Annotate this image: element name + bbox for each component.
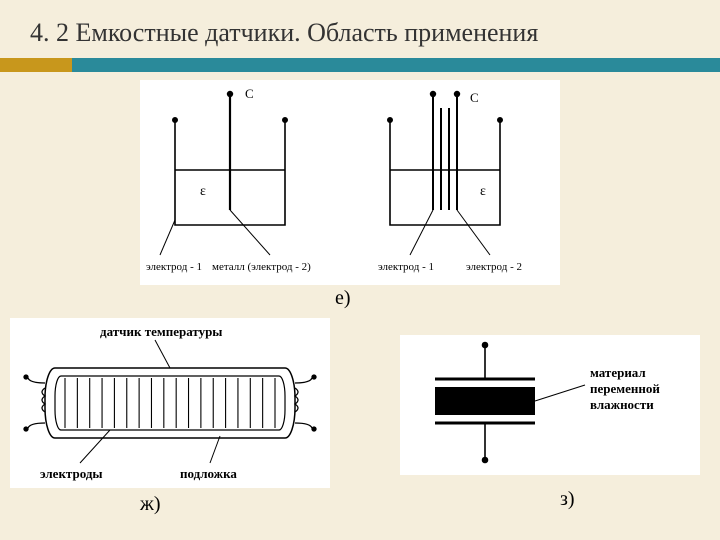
figure-area: C ε электрод - 1 металл (электрод - 2) xyxy=(0,80,720,530)
figure-z-label1: материал xyxy=(590,365,646,380)
figure-e-left-eps: ε xyxy=(200,184,206,199)
figure-e-left-callout2: металл (электрод - 2) xyxy=(212,261,311,273)
figure-e-sublabel: е) xyxy=(335,287,351,310)
figure-e-right-callout1: электрод - 1 xyxy=(378,261,434,273)
figure-e-right-eps: ε xyxy=(480,184,486,199)
figure-e-svg: C ε электрод - 1 металл (электрод - 2) xyxy=(140,80,560,285)
figure-e-left-C: C xyxy=(245,86,254,101)
figure-z-label2: переменной xyxy=(590,381,660,396)
figure-zh-toplabel: датчик температуры xyxy=(100,324,222,339)
figure-e-left-callout1: электрод - 1 xyxy=(146,261,202,273)
figure-z-label3: влажности xyxy=(590,397,654,412)
figure-zh-sublabel: ж) xyxy=(140,493,160,516)
figure-e-right-C: C xyxy=(470,90,479,105)
figure-e-right-callout2: электрод - 2 xyxy=(466,261,522,273)
figure-zh-svg: датчик температуры xyxy=(10,318,330,488)
figure-z-panel: материал переменной влажности xyxy=(400,335,700,475)
slide-title: 4. 2 Емкостные датчики. Область применен… xyxy=(0,0,720,58)
figure-z-svg: материал переменной влажности xyxy=(400,335,700,475)
figure-z-sublabel: з) xyxy=(560,488,575,511)
accent-stripe xyxy=(0,58,720,72)
figure-zh-panel: датчик температуры xyxy=(10,318,330,488)
figure-zh-br: подложка xyxy=(180,466,237,481)
figure-zh-bl: электроды xyxy=(40,466,103,481)
figure-e-panel: C ε электрод - 1 металл (электрод - 2) xyxy=(140,80,560,285)
